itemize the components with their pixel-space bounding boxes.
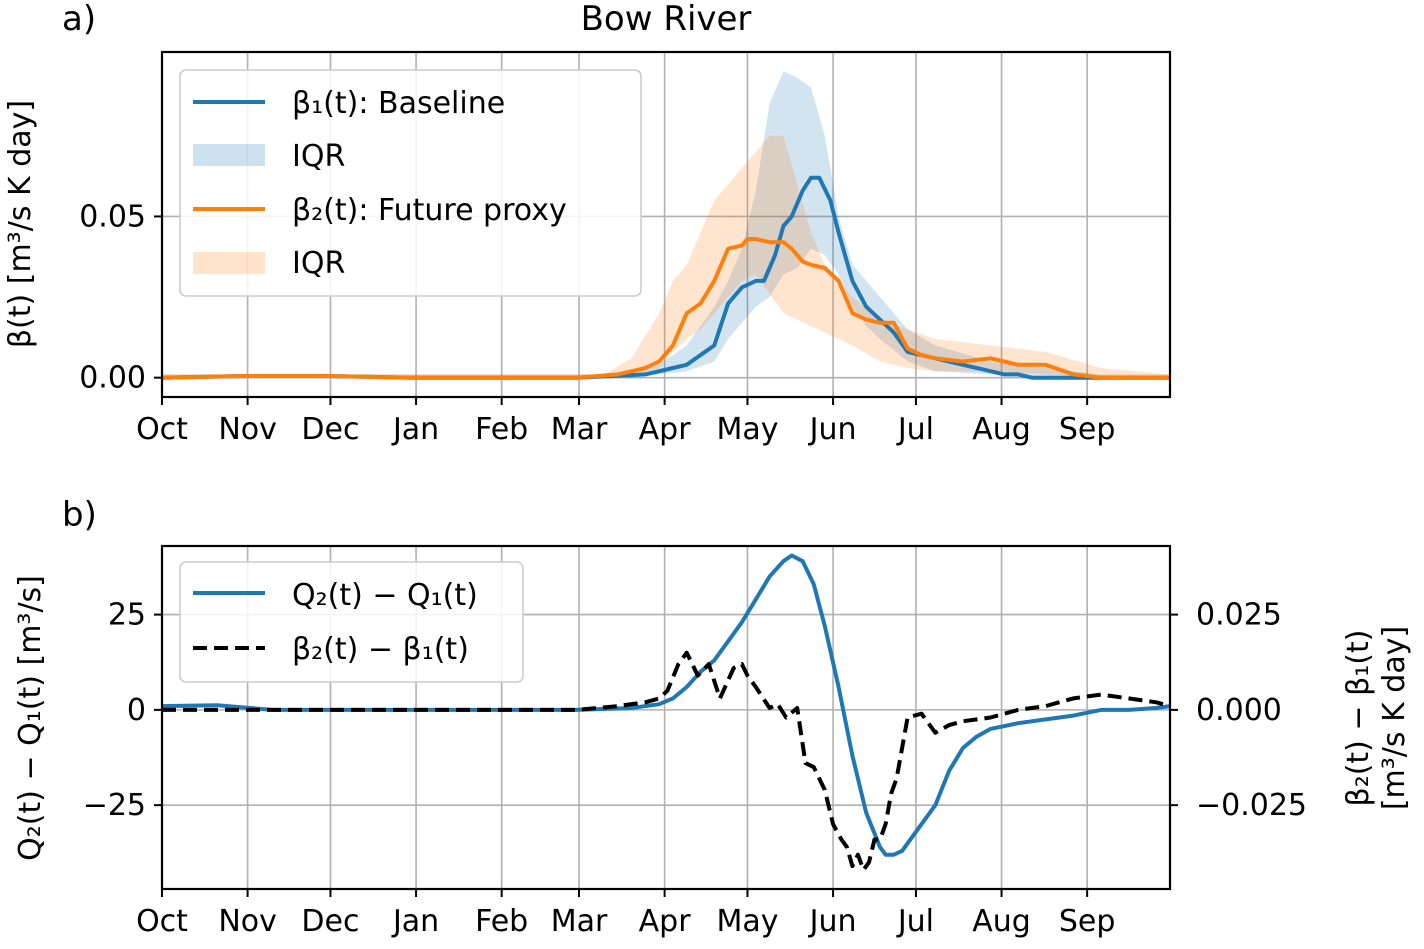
x-tick-label: Dec xyxy=(301,904,359,939)
y-tick-label: 0.00 xyxy=(79,361,146,396)
x-tick-label: Aug xyxy=(972,412,1031,447)
x-tick-label: Nov xyxy=(218,904,277,939)
x-tick-label: Sep xyxy=(1059,412,1116,447)
y-tick-label: 0.05 xyxy=(79,199,146,234)
panel-a-y-axis-label: β(t) [m³/s K day] xyxy=(3,100,38,348)
panel-b-frame xyxy=(160,544,1172,891)
x-tick-label: Jan xyxy=(391,904,439,939)
x-tick-label: Nov xyxy=(218,412,277,447)
y-tick-label: 25 xyxy=(108,598,146,633)
legend-label-future-iqr: IQR xyxy=(292,246,345,281)
x-tick-label: Jun xyxy=(808,412,857,447)
x-tick-label: Dec xyxy=(301,412,359,447)
x-tick-label: May xyxy=(716,904,778,939)
panel-a-y-ticks: 0.00 0.05 xyxy=(79,199,162,396)
series-line-1 xyxy=(162,650,1171,872)
series-line-2 xyxy=(161,237,1170,380)
legend-label-future-proxy: β₂(t): Future proxy xyxy=(292,193,567,228)
x-tick-label: Apr xyxy=(639,904,692,939)
panel-b-legend: Q₂(t) − Q₁(t) β₂(t) − β₁(t) xyxy=(179,561,524,683)
right-y-tick-label: 0.000 xyxy=(1196,693,1282,728)
x-tick-label: Jul xyxy=(896,412,934,447)
right-y-tick-label: 0.025 xyxy=(1196,598,1282,633)
series-line-0 xyxy=(161,175,1170,380)
panel-b-x-ticks: Oct Nov Dec Jan Feb Mar Apr May Jun Jul Aug Sep xyxy=(136,889,1115,939)
x-tick-label: Jun xyxy=(808,904,857,939)
x-tick-label: Feb xyxy=(475,412,528,447)
panel-a-frame xyxy=(160,50,1172,399)
y-tick-label: −25 xyxy=(83,788,146,823)
x-tick-label: Sep xyxy=(1059,904,1116,939)
legend-label-q-diff: Q₂(t) − Q₁(t) xyxy=(292,578,478,613)
panel-b-right-y-axis-label-line1: β₂(t) − β₁(t) xyxy=(1341,630,1376,807)
x-tick-label: Jul xyxy=(896,904,934,939)
x-tick-label: Jan xyxy=(391,412,439,447)
panel-b-lines xyxy=(161,553,1171,872)
panel-b-y-ticks: −25 0 25 xyxy=(83,598,162,823)
panel-b-plot: Oct Nov Dec Jan Feb Mar Apr May Jun Jul Aug Sep −25… xyxy=(13,544,1412,939)
panel-a-legend: β₁(t): Baseline IQR β₂(t): Future proxy … xyxy=(179,69,642,297)
x-tick-label: Feb xyxy=(475,904,528,939)
panel-b-right-y-ticks: −0.025 0.000 0.025 xyxy=(1170,598,1307,823)
series-line-0 xyxy=(161,553,1171,857)
panel-a-bands xyxy=(162,71,1170,378)
panel-label-b: b) xyxy=(62,495,97,535)
panel-a-plot: Oct Nov Dec Jan Feb Mar Apr May Jun Jul Aug Sep 0.0… xyxy=(3,50,1172,447)
iqr-band-3 xyxy=(162,135,1170,378)
x-tick-label: May xyxy=(716,412,778,447)
legend-label-baseline-iqr: IQR xyxy=(292,139,345,174)
x-tick-label: Apr xyxy=(639,412,692,447)
right-y-tick-label: −0.025 xyxy=(1196,788,1307,823)
x-tick-label: Oct xyxy=(136,904,188,939)
x-tick-label: Mar xyxy=(551,904,608,939)
x-tick-label: Mar xyxy=(551,412,608,447)
x-tick-label: Oct xyxy=(136,412,188,447)
panel-b-right-y-axis-label-line2: [m³/s K day] xyxy=(1377,626,1412,810)
legend-label-beta-diff: β₂(t) − β₁(t) xyxy=(292,632,469,667)
panel-b-legend-box xyxy=(179,561,524,683)
panel-b-y-axis-label: Q₂(t) − Q₁(t) [m³/s] xyxy=(13,575,48,861)
legend-swatch-future-iqr xyxy=(193,252,265,274)
y-tick-label: 0 xyxy=(127,693,146,728)
panel-label-a: a) xyxy=(62,0,96,39)
panel-a-lines xyxy=(161,175,1170,380)
legend-label-baseline: β₁(t): Baseline xyxy=(292,86,505,121)
panel-a-x-ticks: Oct Nov Dec Jan Feb Mar Apr May Jun Jul Aug Sep xyxy=(136,397,1115,447)
panel-a-legend-box xyxy=(179,69,642,297)
chart-title: Bow River xyxy=(581,0,752,39)
legend-swatch-baseline-iqr xyxy=(193,144,265,166)
x-tick-label: Aug xyxy=(972,904,1031,939)
